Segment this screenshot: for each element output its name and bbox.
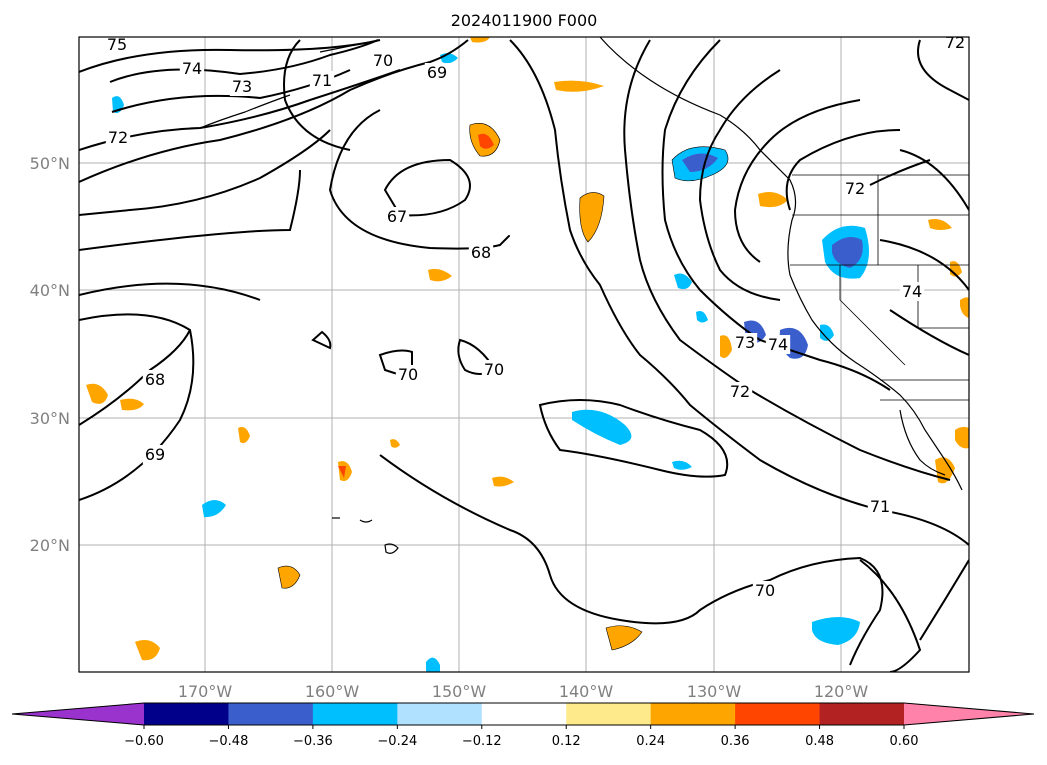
contour-label: 68 bbox=[471, 243, 491, 262]
contour-label-halo bbox=[179, 59, 205, 78]
contour-label-halo bbox=[104, 37, 130, 54]
contour-label-halo bbox=[309, 71, 335, 90]
colorbar-extend-low bbox=[12, 703, 144, 725]
contour-label-halo bbox=[142, 445, 168, 464]
contour-label: 68 bbox=[145, 370, 165, 389]
contour-label-halo bbox=[468, 243, 494, 262]
contour-label: 70 bbox=[398, 365, 418, 384]
contour-label-halo bbox=[942, 37, 968, 52]
colorbar-extend-high bbox=[904, 703, 1034, 725]
contour-label-halo bbox=[481, 360, 507, 379]
contour-label-halo bbox=[384, 207, 410, 226]
colorbar-bin bbox=[735, 703, 821, 725]
contour-labels: 75 74 73 72 71 70 69 67 68 68 69 70 70 7… bbox=[104, 33, 968, 600]
state-borders bbox=[790, 174, 969, 401]
contour-label-halo bbox=[732, 333, 758, 352]
contour-label-halo bbox=[867, 497, 893, 516]
lon-tick: 150°W bbox=[432, 682, 487, 701]
contour-label: 72 bbox=[730, 382, 750, 401]
colorbar-bin bbox=[566, 703, 652, 725]
contour-label-halo bbox=[395, 365, 421, 384]
lon-tick: 170°W bbox=[178, 682, 233, 701]
contour-label-halo bbox=[842, 179, 868, 198]
contour-label-halo bbox=[229, 77, 255, 96]
lat-tick: 40°N bbox=[30, 281, 70, 300]
colorbar-tick-label: 0.48 bbox=[805, 734, 834, 749]
contour-label: 72 bbox=[945, 33, 965, 52]
colorbar-bin bbox=[312, 703, 398, 725]
lat-tick: 30°N bbox=[30, 409, 70, 428]
contour-label: 71 bbox=[870, 497, 890, 516]
colorbar-tick-label: −0.48 bbox=[209, 734, 249, 749]
contours bbox=[79, 39, 969, 672]
contour-label: 74 bbox=[902, 282, 922, 301]
lon-tick: 120°W bbox=[814, 682, 869, 701]
colorbar-bin bbox=[819, 703, 905, 725]
gridlines bbox=[79, 37, 969, 672]
contour-label-halo bbox=[142, 370, 168, 389]
colorbar-tick-label: −0.60 bbox=[124, 734, 164, 749]
colorbar-bin bbox=[397, 703, 483, 725]
colorbar-bin bbox=[650, 703, 736, 725]
lat-tick-labels: 50°N 40°N 30°N 20°N bbox=[30, 154, 70, 555]
lon-tick: 140°W bbox=[559, 682, 614, 701]
contour-label-halo bbox=[752, 581, 778, 600]
lat-tick: 20°N bbox=[30, 536, 70, 555]
colorbar: −0.60 −0.48 −0.36 −0.24 −0.12 0.12 0.24 0.36 0.4… bbox=[11, 702, 1035, 749]
contour-label-halo bbox=[105, 128, 131, 147]
colorbar-tick-label: −0.36 bbox=[293, 734, 333, 749]
colorbar-bin bbox=[144, 703, 229, 725]
colorbar-tick-label: 0.24 bbox=[636, 734, 665, 749]
contour-label: 69 bbox=[145, 445, 165, 464]
contour-label: 69 bbox=[427, 63, 447, 82]
map-frame bbox=[78, 36, 970, 673]
map-area: 75 74 73 72 71 70 69 67 68 68 69 70 70 7… bbox=[79, 33, 969, 672]
colorbar-tick-label: 0.36 bbox=[721, 734, 750, 749]
anomaly-shading bbox=[86, 37, 969, 672]
map-title: 2024011900 F000 bbox=[451, 11, 598, 30]
contour-label: 67 bbox=[387, 207, 407, 226]
lon-tick-labels: 170°W 160°W 150°W 140°W 130°W 120°W bbox=[178, 682, 869, 701]
contour-label-halo bbox=[727, 382, 753, 401]
contour-label-halo bbox=[370, 51, 396, 70]
lat-tick: 50°N bbox=[30, 154, 70, 173]
contour-label: 70 bbox=[755, 581, 775, 600]
contour-label: 73 bbox=[735, 333, 755, 352]
contour-label: 72 bbox=[108, 128, 128, 147]
contour-label: 70 bbox=[484, 360, 504, 379]
colorbar-tick-label: −0.12 bbox=[462, 734, 502, 749]
colorbar-bin bbox=[481, 703, 567, 725]
colorbar-tick-label: 0.60 bbox=[890, 734, 919, 749]
lon-tick: 160°W bbox=[305, 682, 360, 701]
lon-tick: 130°W bbox=[687, 682, 742, 701]
contour-label-halo bbox=[899, 282, 925, 301]
colorbar-bin bbox=[228, 703, 314, 725]
contour-label: 74 bbox=[182, 59, 202, 78]
contour-label: 75 bbox=[107, 35, 127, 54]
colorbar-tick-label: −0.24 bbox=[377, 734, 417, 749]
contour-label: 72 bbox=[845, 179, 865, 198]
contour-label-halo bbox=[765, 335, 791, 354]
contour-label: 70 bbox=[373, 51, 393, 70]
contour-label: 74 bbox=[768, 335, 788, 354]
contour-label-halo bbox=[424, 63, 450, 82]
coastlines bbox=[199, 37, 963, 554]
contour-label: 73 bbox=[232, 77, 252, 96]
colorbar-tick-label: 0.12 bbox=[552, 734, 581, 749]
contour-label: 71 bbox=[312, 71, 332, 90]
